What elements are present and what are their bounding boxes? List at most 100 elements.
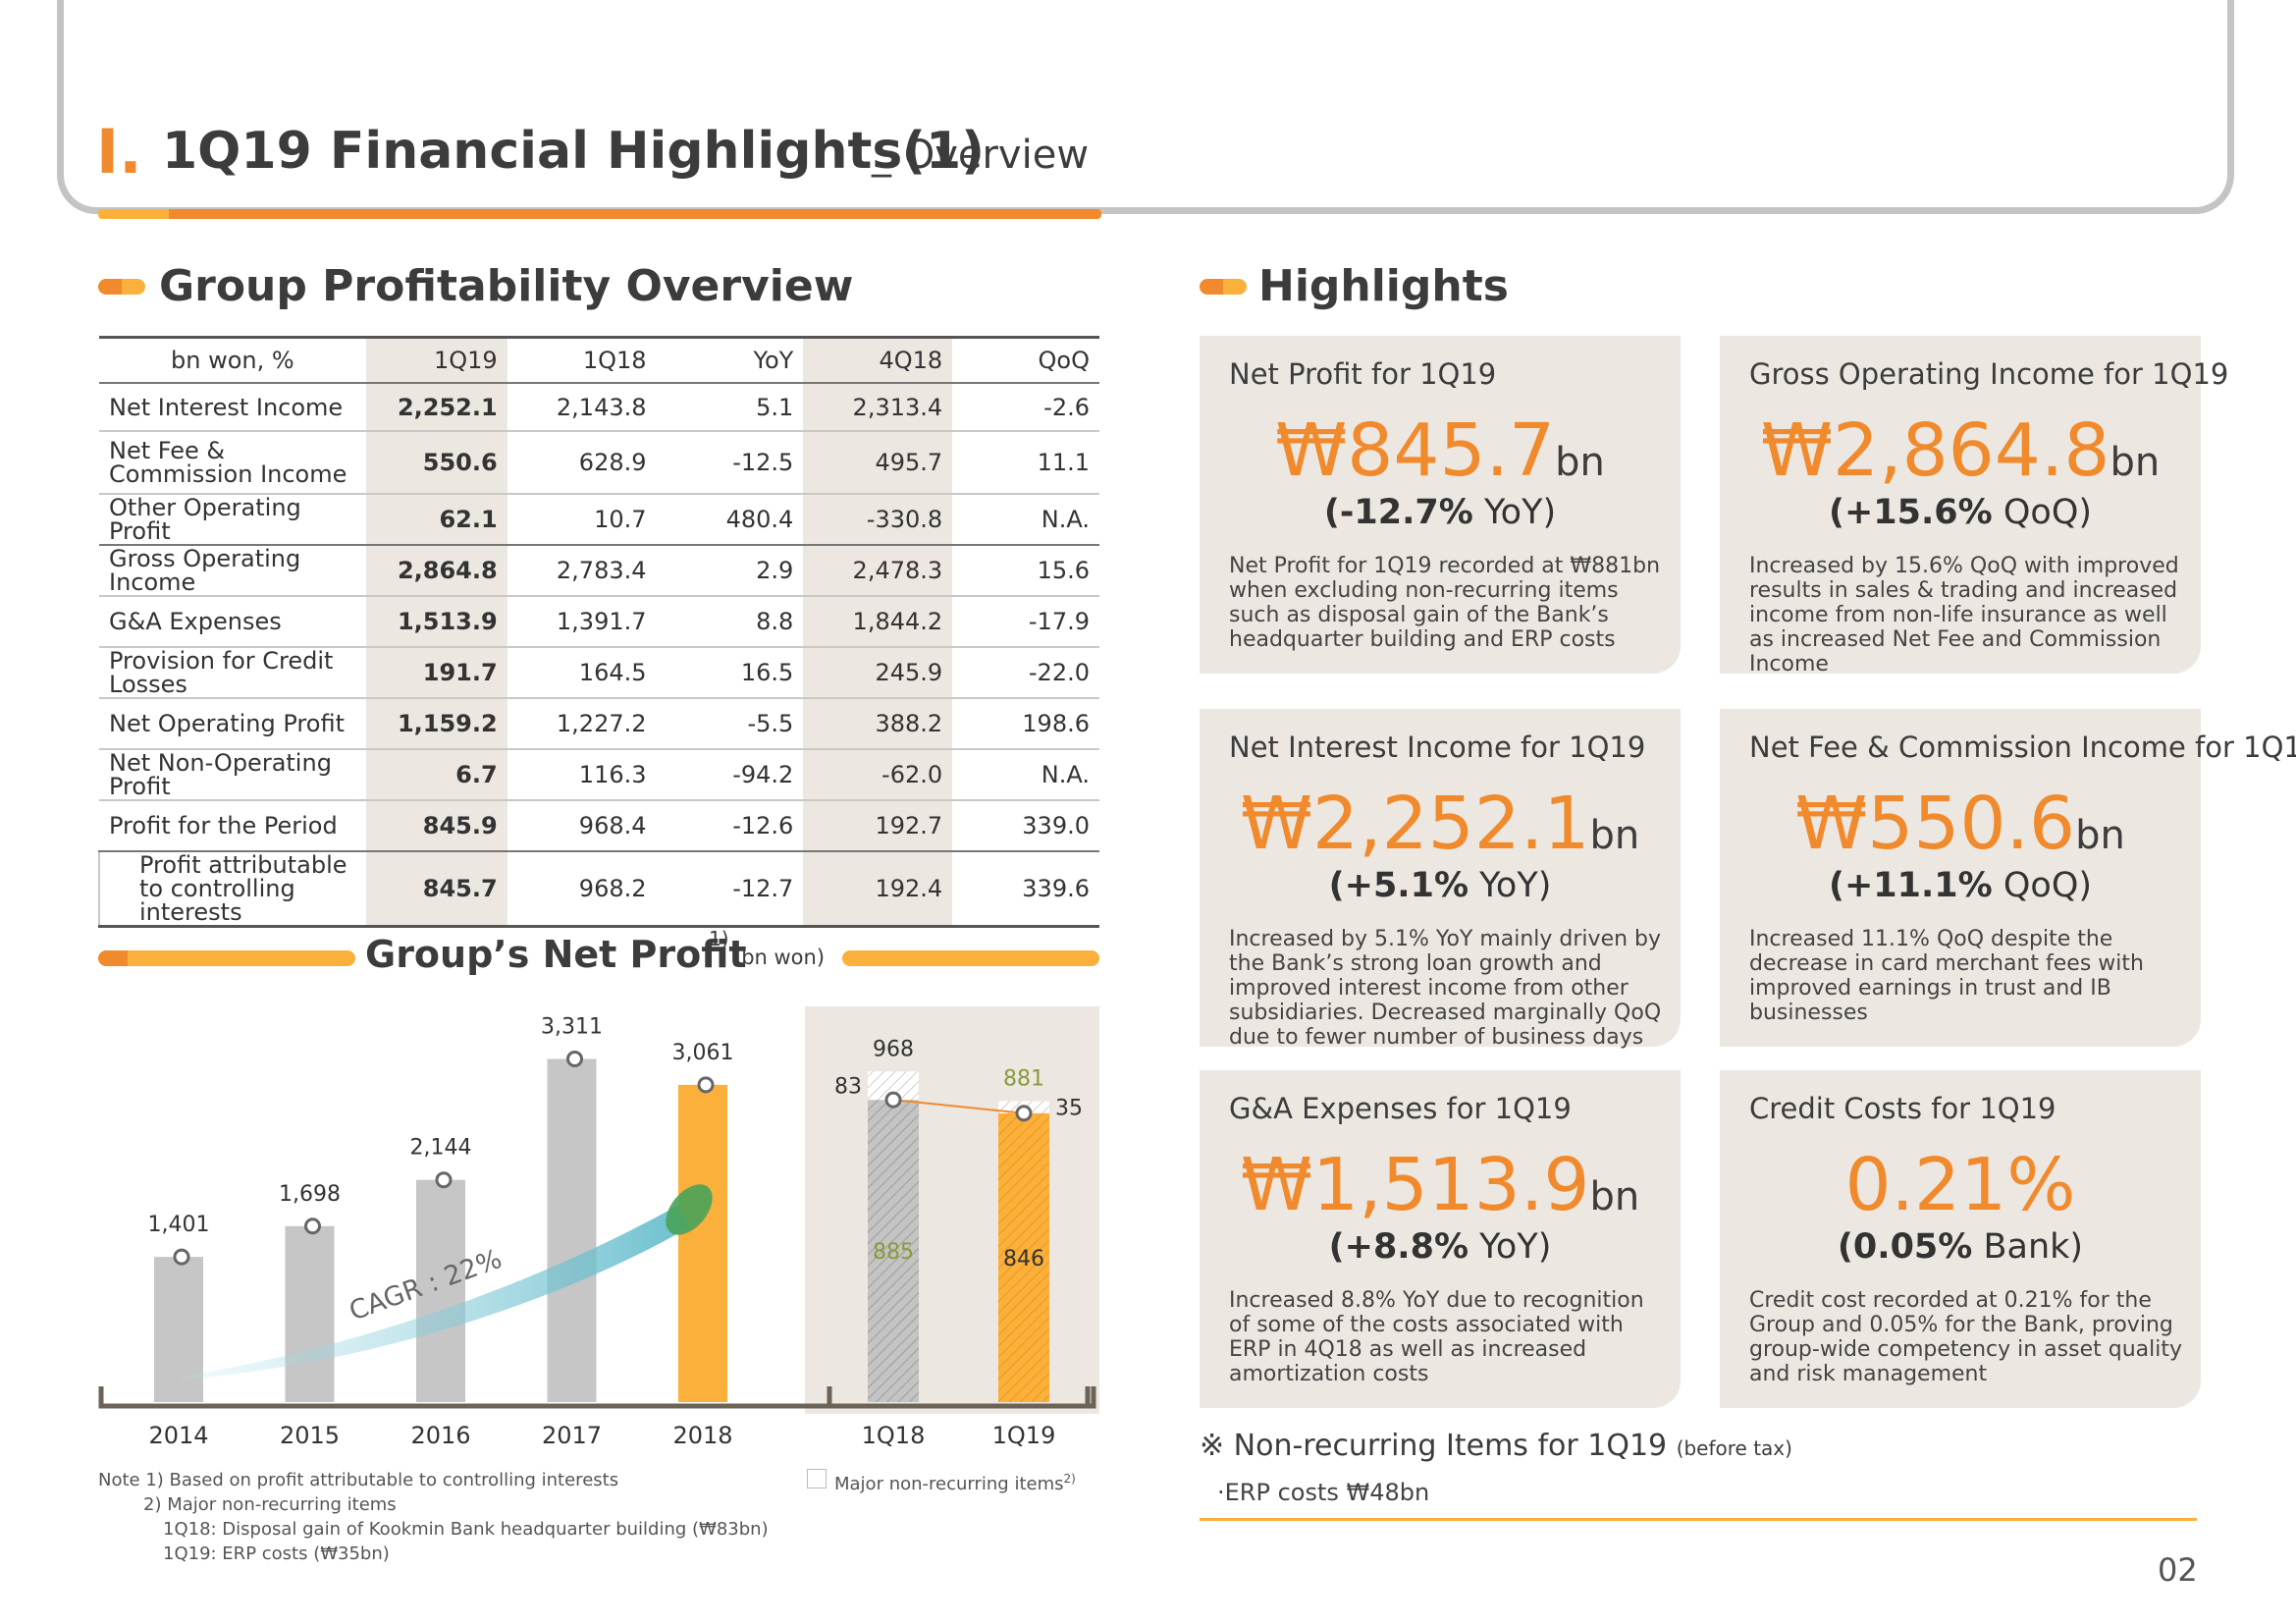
cell-value: 1,391.7 — [507, 596, 657, 648]
cell-value: 6.7 — [365, 749, 507, 801]
page-title: 1Q19 Financial Highlights(1) — [162, 122, 985, 181]
card-change: (0.05% Bank) — [1720, 1227, 2201, 1267]
footnote-3: 1Q18: Disposal gain of Kookmin Bank head… — [163, 1519, 769, 1540]
cell-value: 845.7 — [365, 851, 507, 928]
card-value: ₩2,864.8bn — [1720, 406, 2201, 507]
card-value-number: ₩2,252.1 — [1240, 782, 1590, 866]
legend-label: Major non-recurring items2) — [834, 1467, 1076, 1496]
data-label: 1,401 — [148, 1213, 210, 1237]
cell-value: 191.7 — [365, 647, 507, 699]
cell-value: 968.2 — [507, 851, 657, 928]
card-change-value: (+5.1% — [1328, 866, 1469, 905]
row-label: G&A Expenses — [99, 596, 366, 648]
column-header: QoQ — [952, 336, 1099, 384]
legend-swatch — [807, 1469, 827, 1489]
cell-value: 845.9 — [365, 800, 507, 852]
card-description: Increased 8.8% YoY due to recognition of… — [1229, 1288, 1644, 1386]
net-profit-footnote-mark: 1) — [709, 927, 729, 950]
card-value: ₩550.6bn — [1720, 780, 2201, 880]
table-header-row: bn won, % 1Q19 1Q18 YoY 4Q18 QoQ — [99, 336, 1099, 384]
bar-2017 — [547, 1058, 597, 1402]
x-tick-label: 1Q18 — [862, 1422, 926, 1449]
cell-value: 245.9 — [803, 647, 953, 699]
highlight-card: Net Fee & Commission Income for 1Q19 ₩550… — [1720, 709, 2296, 1047]
row-label: Other Operating Profit — [99, 494, 366, 546]
bar-marker — [1015, 1105, 1033, 1122]
footnote-2: 2) Major non-recurring items — [143, 1494, 397, 1515]
cell-value: -5.5 — [656, 698, 804, 750]
column-header: YoY — [656, 336, 804, 384]
highlight-card: Net Interest Income for 1Q19 ₩2,252.1bn (+… — [1200, 709, 1681, 1050]
cell-value: -62.0 — [803, 749, 953, 801]
cell-value: 116.3 — [507, 749, 657, 801]
cell-value: 2.9 — [656, 545, 804, 597]
non-recurring-underline — [1200, 1518, 2197, 1521]
card-value-unit: bn — [1555, 440, 1605, 485]
total-label: 881 — [1003, 1067, 1044, 1092]
chart-section-bar-right — [842, 950, 1099, 966]
card-change-basis: Bank) — [1983, 1227, 2084, 1267]
card-description: Net Profit for 1Q19 recorded at ₩881bn w… — [1229, 554, 1661, 652]
page-subtitle: _ Overview — [872, 133, 1090, 178]
card-change: (+5.1% YoY) — [1200, 866, 1681, 905]
row-label: Net Fee & Commission Income — [99, 431, 366, 495]
footnote-1: Note 1) Based on profit attributable to … — [98, 1470, 619, 1490]
card-change: (-12.7% YoY) — [1200, 493, 1681, 532]
chart-section-bar-left — [98, 950, 355, 966]
cell-value: 15.6 — [952, 545, 1099, 597]
profitability-table: bn won, % 1Q19 1Q18 YoY 4Q18 QoQ Net Int… — [98, 336, 1099, 928]
card-value-unit: bn — [2109, 440, 2161, 485]
section-number: I. — [96, 116, 142, 188]
highlight-card: G&A Expenses for 1Q19 ₩1,513.9bn (+8.8% Yo… — [1200, 1070, 1681, 1408]
cell-value: 1,844.2 — [803, 596, 953, 648]
legend-text: Major non-recurring items — [834, 1474, 1064, 1494]
card-description: Increased by 15.6% QoQ with improved res… — [1749, 554, 2179, 677]
table-row: Profit attributable to controlling inter… — [98, 851, 1099, 928]
cell-value: 2,783.4 — [507, 545, 657, 597]
data-label: 3,061 — [672, 1041, 734, 1065]
bar-marker — [697, 1076, 715, 1094]
card-change-value: (+8.8% — [1328, 1227, 1469, 1267]
bar-core-1Q18 — [868, 1100, 919, 1402]
card-value-unit: bn — [1589, 1174, 1640, 1219]
cell-value: 2,252.1 — [365, 383, 507, 432]
x-tick-label: 2017 — [542, 1422, 602, 1449]
header-frame — [57, 0, 2234, 214]
data-label: 2,144 — [410, 1136, 472, 1161]
card-value: ₩1,513.9bn — [1200, 1141, 1681, 1241]
nonrecurring-label: 35 — [1055, 1097, 1083, 1121]
cell-value: -330.8 — [803, 494, 953, 546]
data-label: 885 — [873, 1240, 914, 1265]
card-value-unit: bn — [2075, 813, 2125, 858]
highlights-title: Highlights — [1258, 261, 1509, 311]
card-title: Net Fee & Commission Income for 1Q19 — [1749, 731, 2296, 764]
card-title: G&A Expenses for 1Q19 — [1229, 1092, 1572, 1125]
x-tick-label: 2014 — [148, 1422, 208, 1449]
card-change-value: (+15.6% — [1828, 493, 1993, 532]
cell-value: 388.2 — [803, 698, 953, 750]
table-row: Other Operating Profit 62.1 10.7 480.4 -330.… — [99, 494, 1099, 546]
section-bullet — [1200, 279, 1247, 295]
cell-value: 8.8 — [656, 596, 804, 648]
card-change: (+15.6% QoQ) — [1720, 493, 2201, 532]
cell-value: 2,313.4 — [803, 383, 953, 432]
cell-value: 16.5 — [656, 647, 804, 699]
cell-value: 339.0 — [952, 800, 1099, 852]
cell-value: 1,159.2 — [365, 698, 507, 750]
net-profit-unit: (bn won) — [733, 946, 826, 969]
net-profit-chart: 1,401 2014 1,698 2015 2,144 2016 3,311 2017 3,06… — [98, 1015, 1096, 1449]
cell-value: 1,513.9 — [365, 596, 507, 648]
table-row: Net Non-Operating Profit 6.7 116.3 -94.2 -62… — [99, 749, 1099, 801]
bar-marker — [173, 1248, 190, 1266]
cell-value: 198.6 — [952, 698, 1099, 750]
data-label: 1,698 — [279, 1182, 341, 1207]
legend-footnote-mark: 2) — [1063, 1472, 1076, 1486]
column-header: 1Q19 — [365, 336, 507, 384]
highlight-card: Net Profit for 1Q19 ₩845.7bn (-12.7% YoY) N… — [1200, 336, 1681, 674]
data-label: 846 — [1003, 1247, 1044, 1272]
bar-marker — [435, 1171, 453, 1189]
x-tick-label: 2018 — [672, 1422, 732, 1449]
table-row: G&A Expenses 1,513.9 1,391.7 8.8 1,844.2 -17.… — [99, 596, 1099, 648]
quarterly-axis — [827, 1386, 1091, 1409]
cell-value: 968.4 — [507, 800, 657, 852]
